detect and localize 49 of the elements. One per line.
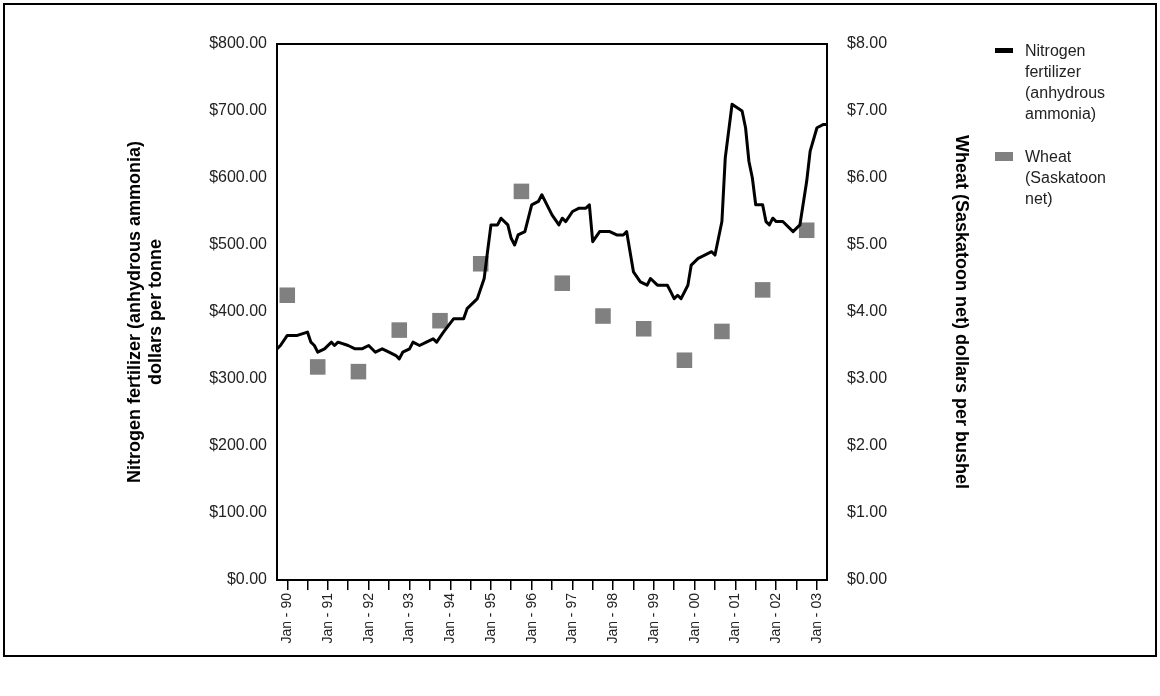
y2-tick-label: $3.00 — [847, 369, 888, 387]
point — [309, 359, 326, 375]
x-tick-label: Jan - 02 — [767, 592, 784, 644]
point — [714, 323, 730, 340]
y-tick-label: $200.00 — [209, 436, 268, 454]
y-axis-title: Nitrogen fertilizer (anhydrous ammonia) dollars per tonne — [123, 140, 166, 484]
x-tick-label: Jan - 92 — [359, 592, 376, 644]
point — [798, 222, 815, 239]
point — [676, 352, 693, 369]
y-tick-label: $700.00 — [209, 101, 268, 119]
point — [350, 363, 367, 380]
y2-axis-title: Wheat (Saskatoon net) dollars per bushel — [952, 134, 973, 490]
point — [513, 183, 530, 200]
y2-tick-label: $4.00 — [847, 302, 888, 320]
point — [554, 275, 571, 291]
y-tick-label: $400.00 — [209, 302, 268, 320]
x-tick-label: Jan - 90 — [278, 592, 295, 644]
y2-tick-label: $0.00 — [847, 570, 888, 588]
x-tick-label: Jan - 91 — [318, 592, 335, 644]
x-tick-label: Jan - 99 — [644, 592, 661, 644]
x-tick-label: Jan - 97 — [563, 592, 580, 644]
y-tick-label: $0.00 — [226, 570, 268, 588]
y2-tick-label: $1.00 — [847, 503, 888, 521]
y-tick-label: $300.00 — [209, 369, 268, 387]
point — [595, 308, 611, 324]
x-tick-label: Jan - 95 — [481, 592, 498, 644]
point — [279, 287, 296, 304]
x-tick-label: Jan - 01 — [726, 592, 743, 644]
x-tick-label: Jan - 94 — [441, 592, 458, 644]
y2-tick-label: $6.00 — [847, 168, 888, 186]
x-tick-label: Jan - 96 — [522, 592, 539, 644]
y2-tick-label: $5.00 — [847, 235, 888, 253]
x-tick-label: Jan - 03 — [807, 592, 824, 644]
point — [754, 282, 771, 298]
x-tick-label: Jan - 98 — [604, 592, 621, 644]
y2-tick-label: $8.00 — [847, 34, 888, 52]
legend-label: Wheat (Saskatoon net) — [1025, 147, 1107, 209]
y2-tick-label: $2.00 — [847, 436, 888, 454]
y-tick-label: $800.00 — [209, 34, 268, 52]
point — [391, 322, 408, 338]
y-tick-label: $500.00 — [209, 235, 268, 253]
point — [432, 312, 448, 329]
y-tick-label: $600.00 — [209, 168, 268, 186]
legend-label: Nitrogen fertilizer (anhydrous ammonia) — [1025, 41, 1107, 124]
y2-tick-label: $7.00 — [847, 101, 888, 119]
x-tick-label: Jan - 93 — [400, 592, 417, 644]
x-tick-label: Jan - 00 — [685, 592, 702, 644]
y-tick-label: $100.00 — [209, 503, 268, 521]
point — [635, 320, 652, 337]
